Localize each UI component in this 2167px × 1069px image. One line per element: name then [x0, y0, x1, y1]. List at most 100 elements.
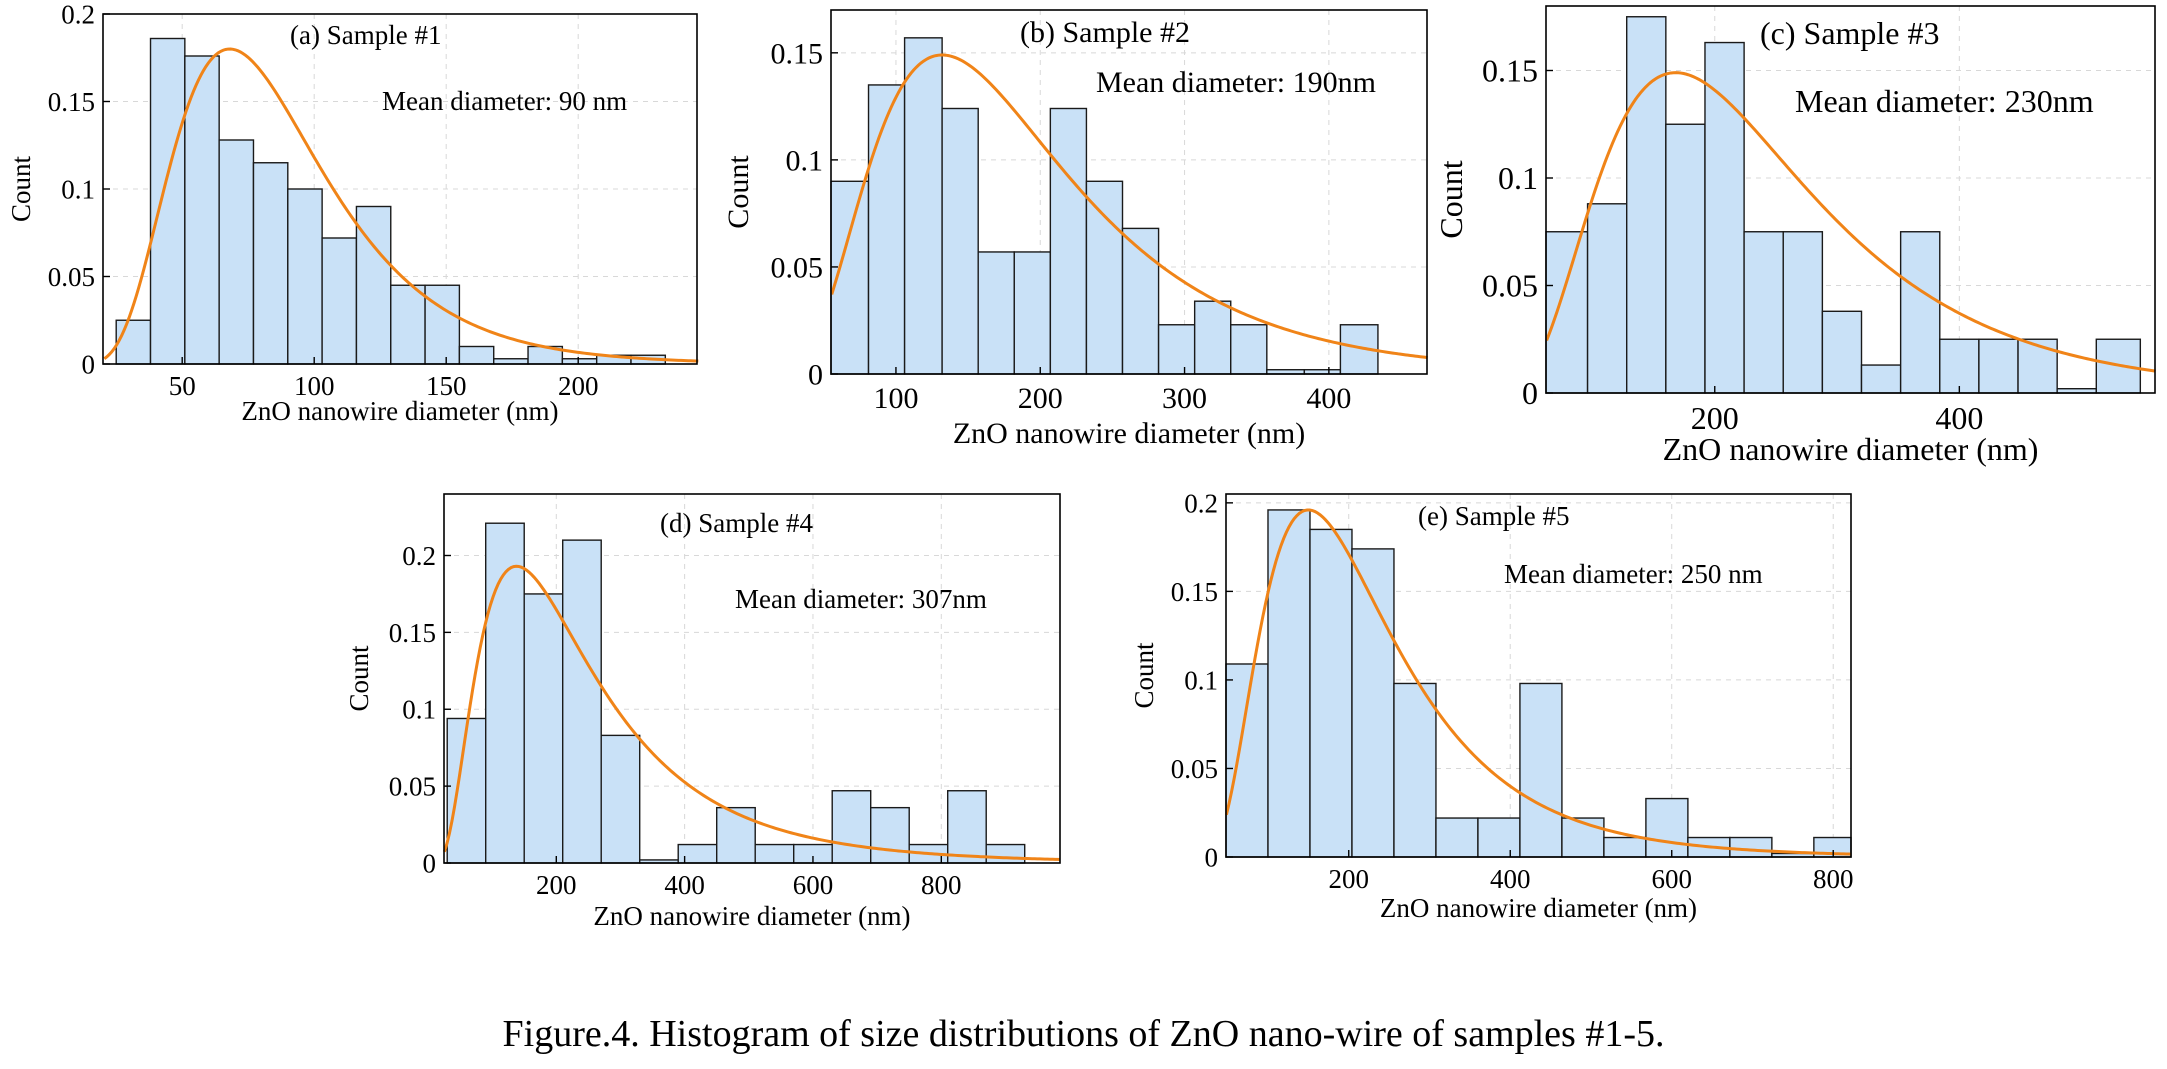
x-axis-label: ZnO nanowire diameter (nm) — [241, 396, 558, 426]
histogram-bar — [1049, 107, 1088, 375]
histogram-bar — [1626, 16, 1667, 394]
y-tick-label: 0 — [808, 359, 823, 392]
chart-title: (d) Sample #4 — [660, 508, 813, 538]
x-tick-label: 800 — [921, 870, 962, 900]
chart-title: (e) Sample #5 — [1418, 501, 1569, 531]
x-tick-label: 200 — [1691, 400, 1739, 436]
histogram-bar — [321, 237, 358, 365]
y-tick-label: 0.1 — [1498, 160, 1538, 196]
histogram-bar — [485, 522, 525, 864]
histogram-bar — [870, 806, 910, 864]
y-tick-label: 0 — [82, 349, 96, 379]
histogram-bar — [1230, 324, 1268, 375]
plot-frame — [830, 9, 1428, 375]
y-tick-label: 0.15 — [1171, 577, 1218, 607]
histogram-bar — [1899, 231, 1941, 394]
chart-panel-b: 100 200 300 400 0 0.05 0.1 0.15 (b) Sample #2 Mea… — [722, 9, 1428, 450]
x-tick-label: 400 — [1935, 400, 1983, 436]
y-axis-label: Count — [722, 155, 755, 229]
y-tick-label: 0.1 — [61, 174, 95, 204]
y-axis-label: Count — [1129, 642, 1159, 709]
y-tick-label: 0.2 — [402, 541, 436, 571]
x-axis-label: ZnO nanowire diameter (nm) — [593, 901, 910, 931]
histogram-bar — [424, 284, 461, 365]
histogram-bar — [1939, 338, 1980, 394]
x-tick-label: 600 — [1651, 864, 1692, 894]
mean-diameter-annotation: Mean diameter: 90 nm — [382, 86, 627, 116]
histogram-bar — [1704, 41, 1745, 394]
histogram-bar — [985, 843, 1026, 864]
y-tick-label: 0.15 — [389, 618, 436, 648]
mean-diameter-annotation: Mean diameter: 190nm — [1096, 66, 1376, 99]
y-tick-label: 0.05 — [48, 262, 95, 292]
fit-curve — [442, 564, 1061, 861]
histogram-bar — [562, 539, 602, 864]
chart-title: (c) Sample #3 — [1760, 15, 1940, 51]
histogram-bar — [218, 139, 255, 365]
x-tick-label: 600 — [793, 870, 834, 900]
histogram-bar — [1085, 180, 1124, 375]
histogram-bar — [523, 593, 564, 864]
histogram-bar — [600, 734, 641, 864]
y-tick-label: 0 — [1205, 842, 1219, 872]
histogram-bar — [1782, 231, 1824, 394]
x-axis-label: ZnO nanowire diameter (nm) — [1663, 431, 2039, 467]
x-tick-label: 200 — [558, 371, 599, 401]
histogram-bar — [149, 37, 186, 365]
chart-title: (b) Sample #2 — [1020, 16, 1190, 49]
y-tick-label: 0.15 — [1482, 53, 1538, 89]
histogram-bar — [831, 790, 872, 864]
histogram-bar — [1351, 548, 1395, 858]
histogram-bar — [184, 55, 220, 365]
x-tick-label: 300 — [1162, 382, 1207, 415]
chart-title: (a) Sample #1 — [290, 20, 441, 50]
histogram-bar — [1193, 300, 1232, 375]
x-tick-label: 50 — [169, 371, 196, 401]
fit-curve — [830, 53, 1428, 360]
histogram-bar — [903, 37, 943, 375]
mean-diameter-annotation: Mean diameter: 250 nm — [1504, 559, 1763, 589]
histogram-bar — [754, 843, 795, 864]
histogram-bar — [1225, 663, 1269, 858]
y-tick-label: 0 — [423, 848, 437, 878]
histogram-bar — [1860, 364, 1902, 394]
plot-frame — [443, 493, 1061, 864]
histogram-bar — [287, 188, 323, 365]
x-tick-label: 800 — [1813, 864, 1854, 894]
x-axis-label: ZnO nanowire diameter (nm) — [1380, 893, 1697, 923]
x-tick-label: 200 — [1018, 382, 1063, 415]
figure-caption: Figure.4. Histogram of size distribution… — [502, 1013, 1665, 1055]
histogram-bar — [1519, 682, 1563, 858]
histogram-bar — [458, 345, 495, 365]
histogram-bar — [252, 162, 289, 365]
chart-panel-e: 200 400 600 800 0 0.05 0.1 0.15 0.2 (e) Sample #5… — [1129, 488, 1853, 923]
histogram-bar — [1013, 251, 1052, 375]
y-tick-label: 0 — [1522, 375, 1538, 411]
histogram-bar — [1978, 338, 2019, 394]
chart-panel-d: 200 400 600 800 0 0.05 0.1 0.15 0.2 (d) Sample #4… — [344, 493, 1061, 931]
histogram-bar — [1821, 310, 1863, 394]
histogram-bar — [2017, 338, 2058, 394]
histogram-bar — [947, 790, 987, 864]
fit-curve — [1224, 508, 1852, 856]
histogram-bar — [867, 84, 906, 375]
y-axis-label: Count — [6, 155, 36, 222]
y-tick-label: 0.2 — [1184, 488, 1218, 518]
y-tick-label: 0.1 — [786, 144, 824, 177]
y-tick-label: 0.1 — [402, 695, 436, 725]
histogram-bar — [1435, 817, 1479, 858]
y-tick-label: 0.05 — [389, 772, 436, 802]
histogram-bar — [1586, 203, 1628, 394]
x-tick-label: 200 — [1328, 864, 1369, 894]
histogram-bar — [941, 107, 979, 375]
y-tick-label: 0.05 — [771, 251, 824, 284]
histogram-bar — [446, 717, 487, 864]
histogram-bar — [1157, 324, 1196, 375]
y-tick-label: 0.05 — [1171, 754, 1218, 784]
x-tick-label: 200 — [536, 870, 577, 900]
fit-curve — [103, 47, 699, 363]
mean-diameter-annotation: Mean diameter: 307nm — [735, 584, 987, 614]
histogram-bar — [1477, 817, 1521, 858]
x-tick-label: 100 — [873, 382, 918, 415]
